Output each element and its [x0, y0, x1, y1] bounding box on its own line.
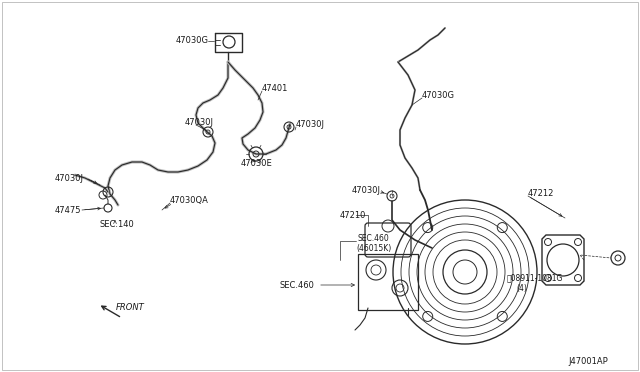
- Text: 47475: 47475: [55, 205, 81, 215]
- Text: 47030J: 47030J: [296, 119, 325, 128]
- Text: SEC.460: SEC.460: [280, 280, 315, 289]
- Text: 47030QA: 47030QA: [170, 196, 209, 205]
- Text: 47030G: 47030G: [176, 35, 209, 45]
- Text: 47030G: 47030G: [422, 90, 455, 99]
- Text: ⓝ08911-1081G: ⓝ08911-1081G: [507, 273, 563, 282]
- Text: FRONT: FRONT: [116, 302, 145, 311]
- Text: 47030J: 47030J: [352, 186, 381, 195]
- Text: J47001AP: J47001AP: [568, 357, 608, 366]
- Text: 47030E: 47030E: [241, 158, 273, 167]
- Text: (4): (4): [516, 285, 527, 294]
- Text: 47401: 47401: [262, 83, 289, 93]
- Text: SEC.460: SEC.460: [358, 234, 390, 243]
- Text: 47210: 47210: [340, 211, 366, 219]
- Text: (46015K): (46015K): [356, 244, 391, 253]
- Text: 47212: 47212: [528, 189, 554, 198]
- Text: 47030J: 47030J: [55, 173, 84, 183]
- Text: 47030J: 47030J: [185, 118, 214, 126]
- Text: SEC.140: SEC.140: [100, 219, 135, 228]
